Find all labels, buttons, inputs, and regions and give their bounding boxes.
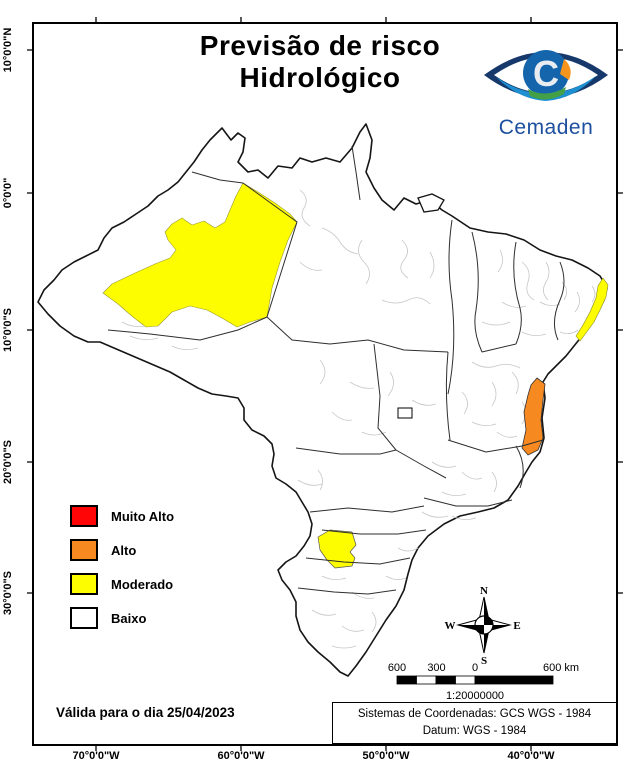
legend-swatch-baixo <box>70 607 98 629</box>
scale-ratio: 1:20000000 <box>446 690 504 702</box>
scale-label-600-km: 600 km <box>543 662 579 674</box>
scale-label-0: 0 <box>472 662 478 674</box>
risk-legend: Muito Alto Alto Moderado Baixo <box>70 499 174 635</box>
map-title-line1: Previsão de risco <box>199 30 441 61</box>
map-title: Previsão de risco Hidrológico <box>120 30 520 93</box>
graticule-ticks <box>27 17 623 751</box>
legend-item-moderado: Moderado <box>70 567 174 601</box>
coordinate-system-box: Sistemas de Coordenadas: GCS WGS - 1984 … <box>332 702 617 744</box>
legend-item-baixo: Baixo <box>70 601 174 635</box>
map-frame <box>32 22 618 746</box>
legend-label-baixo: Baixo <box>111 610 147 626</box>
marajo-island <box>417 193 445 213</box>
lon-label-50w: 50°0'0"W <box>362 750 410 762</box>
legend-label-moderado: Moderado <box>111 576 174 592</box>
legend-label-alto: Alto <box>111 542 137 558</box>
coordinate-system-line1: Sistemas de Coordenadas: GCS WGS - 1984 <box>357 708 592 720</box>
legend-swatch-moderado <box>70 573 98 595</box>
risk-region-northeast-coast <box>575 277 609 342</box>
lat-label-30s: 30°0'0"S <box>2 570 14 616</box>
lon-label-40w: 40°0'0"W <box>507 750 555 762</box>
legend-label-muito-alto: Muito Alto <box>111 508 175 524</box>
compass-east-label: E <box>513 620 520 632</box>
cemaden-monogram: C <box>533 53 559 94</box>
compass-west-label: W <box>445 620 456 632</box>
map-title-line2: Hidrológico <box>239 61 401 93</box>
distrito-federal-box <box>397 407 413 419</box>
state-boundaries <box>107 145 565 595</box>
legend-item-alto: Alto <box>70 533 174 567</box>
scale-label-600-left: 600 <box>388 662 406 674</box>
legend-swatch-muito-alto <box>70 505 98 527</box>
cemaden-logo: C Cemaden <box>478 33 614 140</box>
lat-label-10n: 10°0'0"N <box>2 27 14 73</box>
compass-south-label: S <box>481 655 487 667</box>
scale-label-300: 300 <box>427 662 445 674</box>
cemaden-wordmark: Cemaden <box>498 116 594 139</box>
coordinate-system-line2: Datum: WGS - 1984 <box>422 725 527 738</box>
lat-label-10s: 10°0'0"S <box>2 307 14 353</box>
cemaden-eye-icon: C <box>484 50 608 101</box>
legend-swatch-alto <box>70 539 98 561</box>
lat-label-0: 0°0'0" <box>2 177 14 209</box>
lon-label-60w: 60°0'0"W <box>217 750 265 762</box>
lon-label-70w: 70°0'0"W <box>72 750 120 762</box>
validity-note: Válida para o dia 25/04/2023 <box>56 705 235 720</box>
risk-region-south-bahia-coast <box>521 377 546 456</box>
risk-region-west-parana <box>317 529 357 569</box>
risk-region-central-amazonas <box>102 182 298 328</box>
lat-label-20s: 20°0'0"S <box>2 439 14 485</box>
scale-bar: 600 300 0 600 km 1:20000000 <box>388 662 579 702</box>
legend-item-muito-alto: Muito Alto <box>70 499 174 533</box>
compass-rose: N S W E <box>445 585 521 667</box>
compass-north-label: N <box>480 585 488 597</box>
